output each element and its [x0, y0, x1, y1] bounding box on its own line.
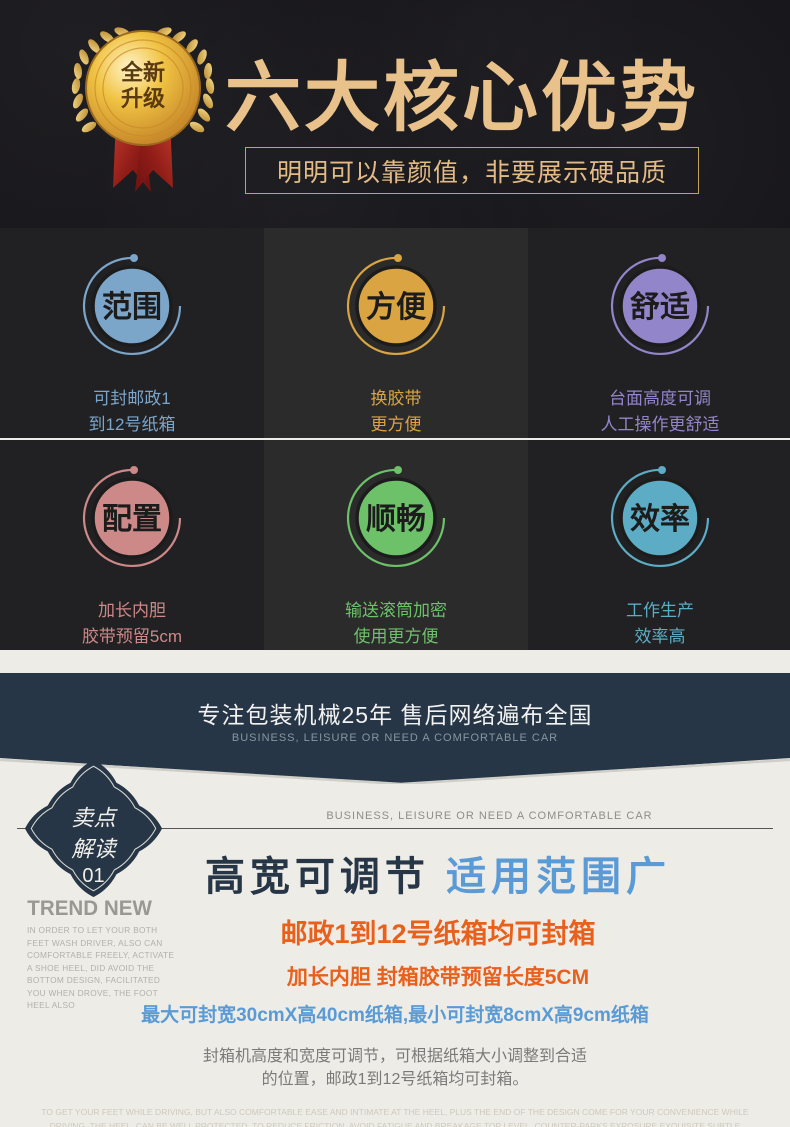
svg-text:卖点: 卖点 [71, 806, 118, 831]
svg-text:配置: 配置 [102, 503, 162, 536]
svg-text:舒适: 舒适 [630, 290, 690, 324]
svg-text:全新: 全新 [120, 60, 165, 85]
svg-text:方便: 方便 [366, 290, 427, 324]
svg-text:升级: 升级 [121, 86, 165, 111]
svg-text:效率: 效率 [630, 503, 690, 536]
svg-text:顺畅: 顺畅 [366, 503, 426, 536]
svg-text:范围: 范围 [102, 291, 162, 324]
